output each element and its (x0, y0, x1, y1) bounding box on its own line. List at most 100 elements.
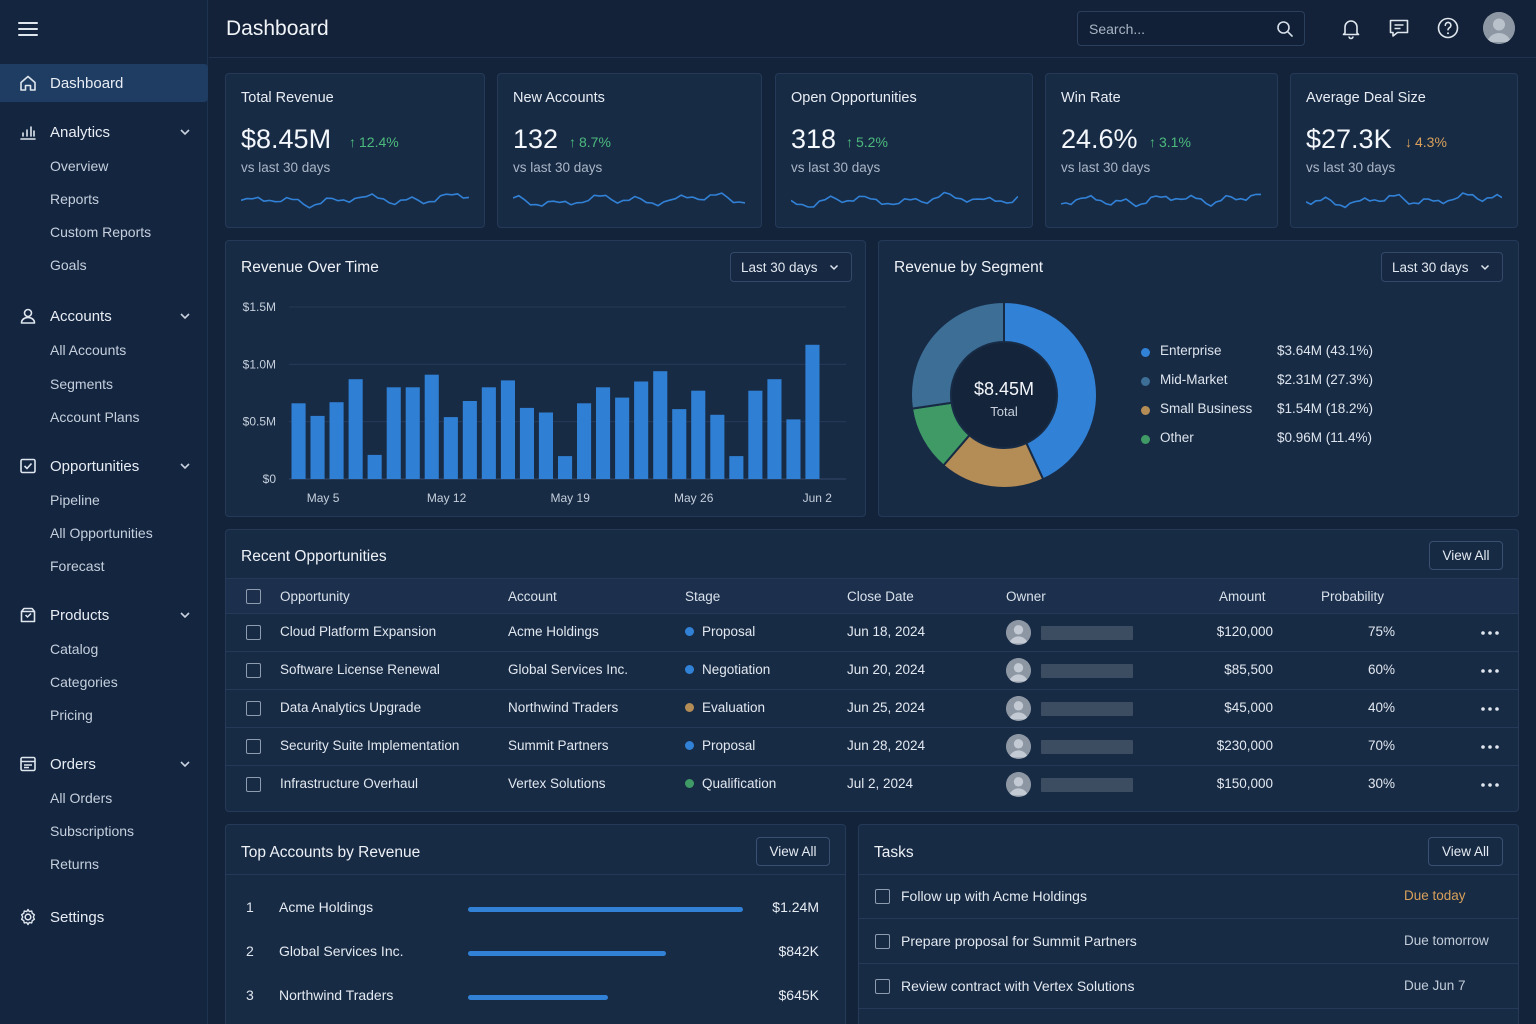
revenue-bar[interactable] (519, 407, 534, 479)
table-row[interactable]: Security Suite Implementation Summit Part… (226, 728, 1518, 766)
search-input[interactable] (1089, 12, 1269, 45)
task-item[interactable]: Follow up with Acme Holdings Due today (859, 875, 1518, 919)
more-options-icon[interactable] (1480, 630, 1500, 636)
sidebar-item-all-opportunities[interactable]: All Opportunities (50, 525, 153, 541)
list-item[interactable]: 3 Northwind Traders $645K (226, 987, 845, 1007)
sidebar-item-categories[interactable]: Categories (50, 674, 118, 690)
chat-icon[interactable] (1387, 16, 1411, 40)
revenue-bar[interactable] (615, 397, 630, 479)
revenue-bar[interactable] (348, 379, 363, 479)
legend-item-other[interactable]: Other $0.96M (11.4%) (1141, 430, 1401, 448)
revenue-bar[interactable] (748, 390, 763, 479)
account-name[interactable]: Global Services Inc. (279, 943, 404, 959)
row-checkbox[interactable] (246, 701, 261, 716)
column-header[interactable]: Account (508, 589, 557, 604)
sidebar-item-overview[interactable]: Overview (50, 158, 109, 174)
legend-item-mid-market[interactable]: Mid-Market $2.31M (27.3%) (1141, 372, 1401, 390)
owner-avatar[interactable] (1006, 620, 1031, 645)
revenue-bar[interactable] (786, 419, 801, 479)
chevron-down-icon[interactable] (178, 459, 192, 473)
sidebar-item-all-accounts[interactable]: All Accounts (50, 342, 127, 358)
sidebar-item-products[interactable]: Products (0, 596, 208, 634)
column-header[interactable]: Close Date (847, 589, 914, 604)
chevron-down-icon[interactable] (178, 757, 192, 771)
revenue-bar[interactable] (405, 387, 420, 479)
view-all-tasks-button[interactable]: View All (1428, 837, 1503, 866)
revenue-bar[interactable] (329, 402, 344, 479)
revenue-bar[interactable] (634, 381, 649, 480)
account-name[interactable]: Summit Partners (508, 738, 609, 753)
table-row[interactable]: Cloud Platform Expansion Acme Holdings Pro… (226, 614, 1518, 652)
chevron-down-icon[interactable] (178, 125, 192, 139)
revenue-bar[interactable] (386, 387, 401, 479)
opportunity-name[interactable]: Cloud Platform Expansion (280, 624, 437, 639)
row-checkbox[interactable] (246, 625, 261, 640)
sidebar-item-pipeline[interactable]: Pipeline (50, 492, 100, 508)
kpi-card-average-deal-size[interactable]: Average Deal Size $27.3K ↓ 4.3% vs last 3… (1290, 73, 1518, 228)
sidebar-item-catalog[interactable]: Catalog (50, 641, 99, 657)
revenue-bar[interactable] (710, 414, 725, 479)
sidebar-item-custom-reports[interactable]: Custom Reports (50, 224, 152, 240)
account-name[interactable]: Northwind Traders (508, 700, 619, 715)
sidebar-item-segments[interactable]: Segments (50, 376, 114, 392)
revenue-bar[interactable] (462, 401, 477, 479)
more-options-icon[interactable] (1480, 668, 1500, 674)
help-icon[interactable] (1436, 16, 1460, 40)
row-checkbox[interactable] (246, 663, 261, 678)
sidebar-item-all-orders[interactable]: All Orders (50, 790, 113, 806)
revenue-bar[interactable] (558, 456, 573, 479)
task-checkbox[interactable] (875, 934, 890, 949)
revenue-bar[interactable] (424, 374, 439, 479)
date-range-dropdown[interactable]: Last 30 days (730, 252, 852, 282)
owner-avatar[interactable] (1006, 658, 1031, 683)
revenue-bar[interactable] (310, 415, 325, 479)
task-checkbox[interactable] (875, 979, 890, 994)
more-options-icon[interactable] (1480, 744, 1500, 750)
donut-slice-enterprise[interactable] (1003, 300, 1098, 481)
chevron-down-icon[interactable] (178, 309, 192, 323)
view-all-opportunities-button[interactable]: View All (1429, 541, 1503, 570)
view-all-accounts-button[interactable]: View All (756, 837, 830, 866)
legend-item-enterprise[interactable]: Enterprise $3.64M (43.1%) (1141, 343, 1401, 361)
revenue-bar[interactable] (367, 454, 382, 479)
owner-avatar[interactable] (1006, 772, 1031, 797)
revenue-bar[interactable] (672, 409, 687, 479)
opportunity-name[interactable]: Data Analytics Upgrade (280, 700, 422, 715)
sidebar-item-subscriptions[interactable]: Subscriptions (50, 823, 135, 839)
kpi-card-open-opportunities[interactable]: Open Opportunities 318 ↑ 5.2% vs last 30 … (775, 73, 1033, 228)
bell-icon[interactable] (1339, 16, 1363, 40)
sidebar-item-account-plans[interactable]: Account Plans (50, 409, 140, 425)
donut-slice-mid-market[interactable] (910, 300, 1005, 410)
revenue-bar[interactable] (500, 380, 515, 479)
search-icon[interactable] (1276, 20, 1294, 38)
sidebar-item-accounts[interactable]: Accounts (0, 297, 208, 335)
table-row[interactable]: Data Analytics Upgrade Northwind Traders E… (226, 690, 1518, 728)
revenue-bar[interactable] (443, 417, 458, 479)
list-item[interactable]: 2 Global Services Inc. $842K (226, 943, 845, 963)
revenue-bar[interactable] (481, 387, 496, 479)
revenue-bar[interactable] (291, 403, 306, 479)
revenue-bar[interactable] (767, 379, 782, 479)
revenue-bar[interactable] (538, 412, 553, 480)
date-range-dropdown[interactable]: Last 30 days (1381, 252, 1503, 282)
table-row[interactable]: Software License Renewal Global Services … (226, 652, 1518, 690)
column-header[interactable]: Opportunity (280, 589, 350, 604)
kpi-card-new-accounts[interactable]: New Accounts 132 ↑ 8.7% vs last 30 days (497, 73, 762, 228)
account-name[interactable]: Vertex Solutions (508, 776, 606, 791)
account-name[interactable]: Acme Holdings (508, 624, 599, 639)
list-item[interactable]: 1 Acme Holdings $1.24M (226, 899, 845, 919)
sidebar-item-pricing[interactable]: Pricing (50, 707, 93, 723)
select-all-checkbox[interactable] (246, 589, 261, 604)
hamburger-menu-icon[interactable] (16, 18, 40, 40)
sidebar-item-returns[interactable]: Returns (50, 856, 100, 872)
sidebar-item-reports[interactable]: Reports (50, 191, 100, 207)
account-name[interactable]: Northwind Traders (279, 987, 394, 1003)
task-item[interactable]: Review contract with Vertex Solutions Due… (859, 965, 1518, 1009)
sidebar-item-opportunities[interactable]: Opportunities (0, 447, 208, 485)
opportunity-name[interactable]: Infrastructure Overhaul (280, 776, 419, 791)
more-options-icon[interactable] (1480, 706, 1500, 712)
revenue-bar[interactable] (653, 371, 668, 479)
revenue-bar[interactable] (596, 387, 611, 479)
sidebar-item-dashboard[interactable]: Dashboard (0, 64, 208, 102)
row-checkbox[interactable] (246, 777, 261, 792)
